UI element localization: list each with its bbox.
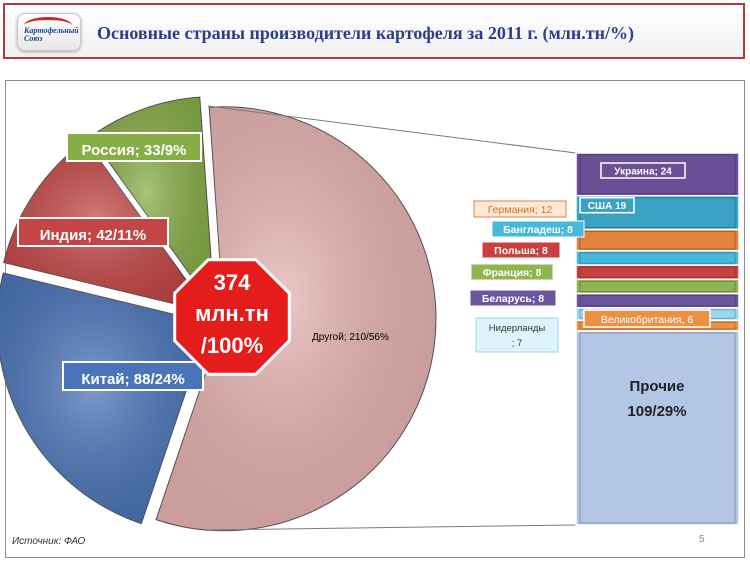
bar-segment-inner-ukraine xyxy=(579,154,736,195)
pie-label-india: Индия; 42/11% xyxy=(40,227,147,244)
bar-label-germany: Германия; 12 xyxy=(488,204,553,216)
bar-segment-inner-belarus xyxy=(579,295,736,307)
total-badge-value: 374 xyxy=(214,270,251,295)
bar-segment-inner-poland xyxy=(579,266,736,278)
bar-label-poland: Польша; 8 xyxy=(494,245,548,257)
bar-label-netherlands-name: Нидерланды xyxy=(489,323,546,334)
bar-label-box-netherlands xyxy=(475,317,559,353)
bar-label-box-belarus xyxy=(469,289,557,307)
pie-label-other: Другой; 210/56% xyxy=(312,332,389,343)
bar-label-bangladesh: Бангладеш; 8 xyxy=(503,224,573,236)
source-note: Источник: ФАО xyxy=(12,536,86,547)
bar-label-ukraine: Украина; 24 xyxy=(614,167,672,178)
bar-label-box-germany xyxy=(473,200,567,218)
pie-label-box-china xyxy=(62,361,204,391)
bar-label-box-uk xyxy=(583,309,711,328)
pie-slice-shade-china xyxy=(0,272,210,524)
pie-label-box-india xyxy=(17,217,169,247)
logo: Картофельный Союз xyxy=(17,13,81,51)
bar-segment-inner-germany xyxy=(579,231,736,250)
pie-label-china: Китай; 88/24% xyxy=(81,371,184,388)
connector-bottom xyxy=(207,524,577,531)
bar-label-box-poland xyxy=(481,241,561,259)
total-badge-unit: млн.тн xyxy=(195,301,269,326)
bar-segment-rest xyxy=(575,330,740,526)
page-number: 5 xyxy=(699,534,705,545)
bar-label-box-ukraine xyxy=(600,162,686,179)
bar-label-usa: США 19 xyxy=(588,201,627,212)
bar-label-rest-value: 109/29% xyxy=(627,403,686,420)
bar-segment-inner-bangladesh xyxy=(579,252,736,264)
bar-label-belarus: Беларусь; 8 xyxy=(482,293,544,305)
bar-label-netherlands-value: ; 7 xyxy=(512,338,523,349)
bar-label-box-usa xyxy=(579,196,635,214)
total-badge-percent: /100% xyxy=(201,333,263,358)
bar-label-rest-name: Прочие xyxy=(629,378,684,395)
total-badge xyxy=(173,258,291,376)
pie-slice-shade-other xyxy=(156,106,436,531)
bar-label-box-bangladesh xyxy=(491,220,585,238)
slide-header: Картофельный Союз Основные страны произв… xyxy=(3,3,745,59)
connector-top xyxy=(207,105,577,154)
bar-segment-inner-rest xyxy=(579,332,736,524)
bar-label-uk: Великобритания, 6 xyxy=(601,314,693,326)
logo-swoosh-icon xyxy=(24,17,72,34)
bar-segment-germany xyxy=(575,228,740,252)
bar-segment-inner-france xyxy=(579,280,736,293)
pie-label-russia: Россия; 33/9% xyxy=(82,142,187,159)
pie-label-box-russia xyxy=(66,132,202,162)
logo-text: Картофельный Союз xyxy=(24,26,79,43)
page-title: Основные страны производители картофеля … xyxy=(97,23,634,43)
bar-label-box-france xyxy=(470,263,554,281)
bar-label-france: Франция; 8 xyxy=(483,267,542,279)
